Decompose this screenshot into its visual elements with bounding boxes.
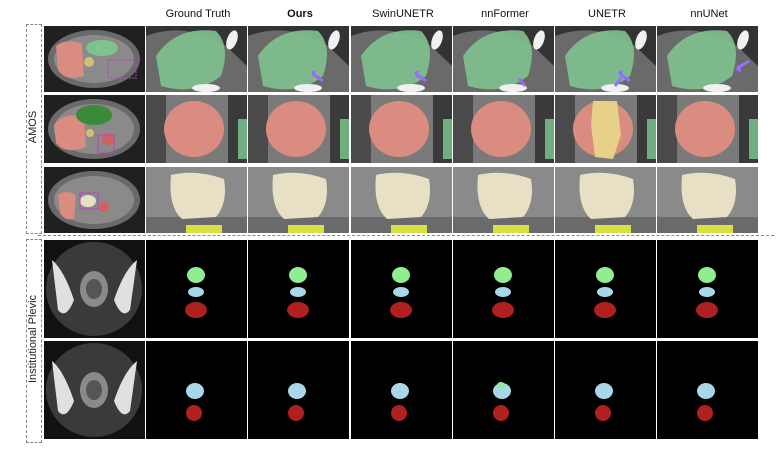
image-cell-row2-input — [44, 95, 145, 163]
col-header-swinunetr: SwinUNETR — [372, 8, 434, 20]
image-cell-row4-ground-truth — [146, 240, 247, 338]
image-cell-row5-input — [44, 341, 145, 439]
col-header-ground-truth: Ground Truth — [165, 8, 231, 20]
image-cell-row4-input — [44, 240, 145, 338]
image-cell-row1-nnformer — [453, 26, 554, 92]
image-cell-row2-swinunetr — [351, 95, 452, 163]
image-cell-row5-ours — [248, 341, 349, 439]
image-cell-row1-unetr — [555, 26, 656, 92]
image-cell-row3-swinunetr — [351, 167, 452, 233]
image-cell-row1-ours — [248, 26, 349, 92]
amos-group-box — [26, 24, 42, 234]
image-cell-row4-ours — [248, 240, 349, 338]
image-cell-row3-unetr — [555, 167, 656, 233]
image-cell-row1-swinunetr — [351, 26, 452, 92]
pelvic-group-box — [26, 239, 42, 443]
image-cell-row3-input — [44, 167, 145, 233]
image-cell-row3-ground-truth — [146, 167, 247, 233]
col-header-unetr: UNETR — [588, 8, 626, 20]
amos-group-label: AMOS — [27, 110, 39, 144]
image-cell-row4-nnformer — [453, 240, 554, 338]
image-cell-row2-ground-truth — [146, 95, 247, 163]
image-cell-row5-swinunetr — [351, 341, 452, 439]
col-header-nnunet: nnUNet — [690, 8, 728, 20]
image-cell-row5-ground-truth — [146, 341, 247, 439]
image-cell-row2-nnunet — [657, 95, 758, 163]
pelvic-group-label: Institutional Plevic — [27, 294, 39, 384]
image-cell-row2-nnformer — [453, 95, 554, 163]
image-cell-row2-ours — [248, 95, 349, 163]
image-cell-row4-unetr — [555, 240, 656, 338]
col-header-nnformer: nnFormer — [481, 8, 529, 20]
image-cell-row4-swinunetr — [351, 240, 452, 338]
image-cell-row3-nnformer — [453, 167, 554, 233]
col-header-ours: Ours — [287, 8, 313, 20]
image-cell-row3-ours — [248, 167, 349, 233]
image-cell-row5-unetr — [555, 341, 656, 439]
image-cell-row1-input — [44, 26, 145, 92]
image-cell-row1-ground-truth — [146, 26, 247, 92]
group-separator — [38, 235, 774, 236]
image-cell-row4-nnunet — [657, 240, 758, 338]
image-cell-row3-nnunet — [657, 167, 758, 233]
image-cell-row1-nnunet — [657, 26, 758, 92]
image-cell-row2-unetr — [555, 95, 656, 163]
image-cell-row5-nnformer — [453, 341, 554, 439]
image-cell-row5-nnunet — [657, 341, 758, 439]
